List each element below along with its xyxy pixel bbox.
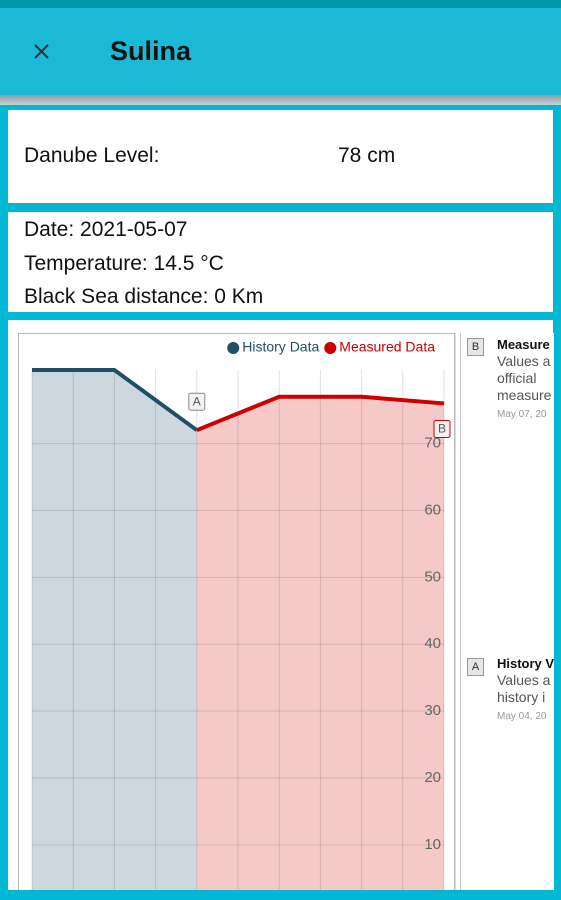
flag-box: B: [467, 338, 484, 356]
annotation: Measure Values a official measure May 07…: [497, 336, 551, 423]
series-line: [196, 394, 445, 433]
area: [32, 370, 197, 890]
annotation-line: Values a: [497, 353, 551, 369]
legend-marker: [227, 342, 240, 354]
flag-label: B: [438, 422, 446, 436]
shadow: [0, 95, 561, 105]
y-tick-label: 40: [424, 635, 441, 652]
y-tick-label: 70: [424, 435, 441, 452]
annotation: History V Values a history i May 04, 20: [497, 655, 554, 725]
legend-label: Measured Data: [339, 339, 435, 355]
series-line: [32, 368, 198, 432]
app-bar: [0, 8, 561, 95]
y-tick-label: 60: [424, 501, 441, 518]
y-tick-label: 50: [424, 568, 441, 585]
level-card: Danube Level: 78 cm: [8, 110, 553, 203]
y-tick-label: 20: [424, 769, 441, 786]
annotation-date: May 07, 20: [497, 409, 547, 420]
annotation-panel: B Measure Values a official measure May …: [460, 333, 554, 890]
legend-label: History Data: [242, 339, 319, 355]
close-button[interactable]: [30, 40, 54, 64]
annotation-date: May 04, 20: [497, 711, 547, 722]
info-line: Date: 2021-05-07: [24, 218, 188, 241]
page-title: Sulina: [110, 36, 192, 66]
y-tick-label: 10: [424, 836, 441, 853]
annotation-title: Measure: [497, 337, 550, 352]
y-tick-label: 30: [424, 702, 441, 719]
flag-marker: [433, 419, 451, 438]
annotation-line: history i: [497, 689, 546, 705]
status-strip: [0, 0, 561, 8]
annotation-title: History V: [497, 656, 554, 671]
level-value: 78 cm: [338, 144, 396, 167]
flag-label: A: [193, 394, 201, 408]
annotation-line: official: [497, 370, 537, 386]
annotation-line: Values a: [497, 672, 551, 688]
flag-box: A: [467, 658, 484, 676]
flag-marker: [188, 392, 206, 411]
legend-marker: [324, 342, 337, 354]
level-label: Danube Level:: [24, 144, 160, 167]
annotation-line: measure: [497, 387, 552, 403]
info-card: Date: 2021-05-07 Temperature: 14.5 °C Bl…: [8, 212, 553, 312]
chart: 10 20 30 40 50 60 70 A B Measured Data History Dat…: [18, 333, 456, 890]
info-line: Temperature: 14.5 °C: [24, 252, 224, 275]
area: [196, 396, 444, 890]
info-line: Black Sea distance: 0 Km: [24, 285, 264, 308]
